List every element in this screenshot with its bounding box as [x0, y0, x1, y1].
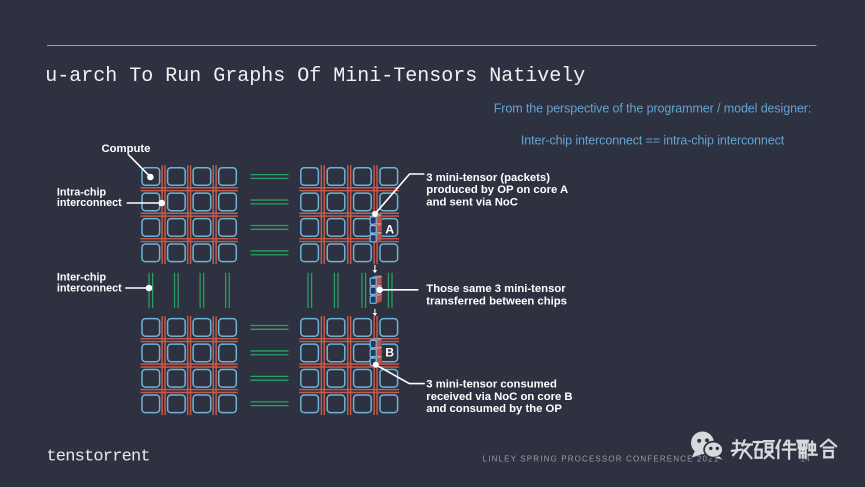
svg-text:and consumed by the OP: and consumed by the OP	[426, 403, 562, 415]
svg-text:transferred between chips: transferred between chips	[426, 295, 567, 307]
svg-text:produced by OP on core A: produced by OP on core A	[426, 184, 568, 196]
svg-text:LINLEY SPRING PROCESSOR CONFER: LINLEY SPRING PROCESSOR CONFERENCE 2021	[483, 454, 720, 463]
svg-text:Inter-chip: Inter-chip	[57, 272, 107, 284]
svg-text:Those same 3 mini-tensor: Those same 3 mini-tensor	[426, 283, 566, 295]
svg-text:3 mini-tensor (packets): 3 mini-tensor (packets)	[426, 172, 550, 184]
svg-text:Intra-chip: Intra-chip	[57, 186, 107, 198]
svg-text:received via NoC on core B: received via NoC on core B	[426, 391, 572, 403]
svg-text:From the perspective of the pr: From the perspective of the programmer /…	[494, 101, 811, 115]
svg-text:B: B	[385, 346, 394, 360]
svg-text:interconnect: interconnect	[57, 283, 122, 295]
svg-text:Compute: Compute	[102, 143, 151, 155]
svg-text:3 mini-tensor consumed: 3 mini-tensor consumed	[426, 379, 557, 391]
svg-text:u-arch To Run Graphs Of Mini-T: u-arch To Run Graphs Of Mini-Tensors Nat…	[45, 65, 585, 88]
svg-text:tenstorrent: tenstorrent	[46, 448, 149, 467]
svg-text:interconnect: interconnect	[57, 197, 122, 209]
svg-text:and sent via NoC: and sent via NoC	[426, 196, 518, 208]
svg-text:24: 24	[801, 455, 810, 464]
svg-text:A: A	[385, 222, 394, 236]
svg-text:Inter-chip interconnect == int: Inter-chip interconnect == intra-chip in…	[521, 133, 785, 147]
